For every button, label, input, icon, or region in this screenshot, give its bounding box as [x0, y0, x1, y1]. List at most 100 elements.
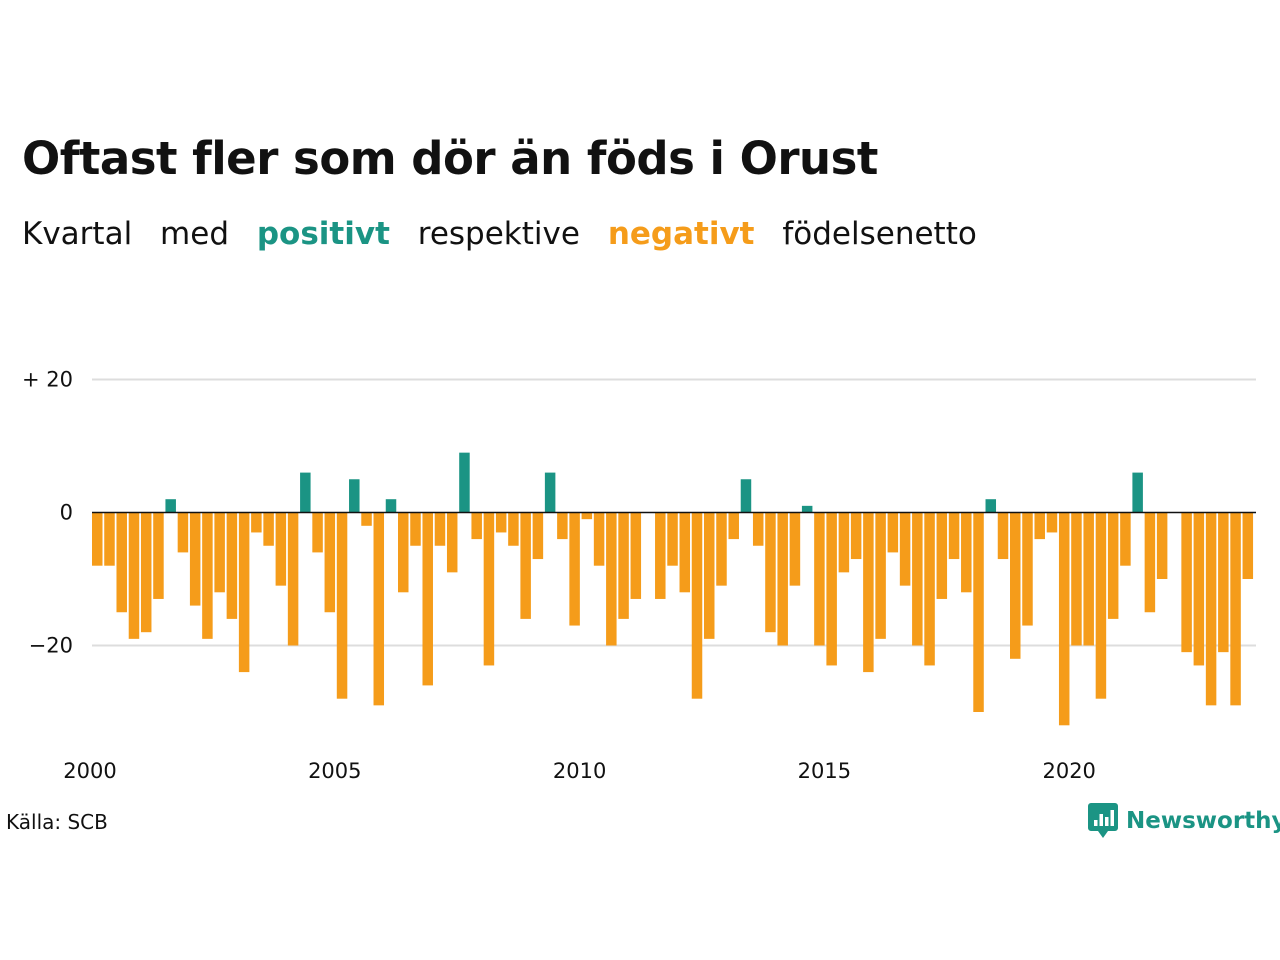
bar-2020-K3	[1095, 512, 1107, 699]
bar-2003-K3	[263, 512, 274, 546]
bar-2003-K4	[275, 512, 287, 586]
bar-2006-K3	[410, 512, 421, 546]
bar-2019-K2	[1034, 512, 1045, 540]
bar-2005-K4	[373, 512, 385, 706]
bar-2016-K3	[899, 512, 911, 586]
bar-2002-K3	[214, 512, 225, 593]
subtitle-negative-label: negativt	[607, 216, 755, 252]
bar-2008-K2	[495, 512, 507, 533]
bar-2010-K2	[593, 512, 605, 566]
x-tick-label: 2020	[1042, 759, 1095, 783]
bar-2021-K3	[1144, 512, 1156, 613]
bar-2014-K1	[777, 512, 788, 646]
bar-2021-K2	[1132, 472, 1143, 513]
y-tick-label: −20	[29, 634, 73, 658]
bar-2007-K1	[434, 512, 446, 546]
bar-2016-K2	[887, 512, 899, 553]
bar-2004-K1	[287, 512, 299, 646]
bar-2008-K4	[520, 512, 531, 619]
subtitle-word-respektive: respektive	[417, 216, 580, 252]
bar-2023-K2	[1230, 512, 1241, 706]
bar-2022-K3	[1193, 512, 1205, 666]
bar-2015-K1	[826, 512, 837, 666]
bar-2007-K4	[471, 512, 482, 540]
bar-2015-K4	[863, 512, 874, 673]
bar-2015-K3	[850, 512, 862, 560]
bar-2012-K2	[691, 512, 703, 699]
chart-subtitle: Kvartal med positivt respektive negativt…	[22, 216, 995, 252]
bar-2012-K4	[716, 512, 727, 586]
bar-2023-K3	[1242, 512, 1254, 579]
bar-2001-K3	[165, 499, 176, 513]
bar-2006-K4	[422, 512, 433, 686]
bar-2011-K4	[667, 512, 678, 566]
subtitle-word-kvartal: Kvartal	[22, 216, 133, 252]
bar-2020-K1	[1071, 512, 1082, 646]
x-tick-label: 2005	[308, 759, 361, 783]
bar-2010-K4	[618, 512, 629, 619]
bar-2001-K2	[153, 512, 164, 599]
bar-2011-K1	[630, 512, 642, 599]
bar-2017-K3	[948, 512, 960, 560]
bar-2000-K1	[92, 512, 103, 566]
bar-2013-K3	[752, 512, 764, 546]
bar-2019-K4	[1058, 512, 1070, 726]
bar-2014-K2	[789, 512, 801, 586]
source-note: Källa: SCB	[6, 810, 108, 834]
bar-2005-K3	[361, 512, 372, 526]
chart-title: Oftast fler som dör än föds i Orust	[22, 132, 878, 185]
bar-2002-K2	[202, 512, 213, 639]
x-tick-label: 2015	[798, 759, 851, 783]
bar-2014-K4	[814, 512, 825, 646]
bar-2016-K1	[875, 512, 886, 639]
bar-2019-K3	[1046, 512, 1058, 533]
bar-2010-K1	[581, 512, 593, 520]
bar-2003-K1	[238, 512, 250, 673]
y-tick-label: + 20	[22, 368, 73, 392]
subtitle-word-med: med	[160, 216, 229, 252]
bar-2012-K3	[704, 512, 715, 639]
y-tick-label: 0	[60, 501, 73, 525]
bar-2011-K3	[655, 512, 666, 599]
bar-2021-K4	[1156, 512, 1168, 579]
bar-2005-K2	[349, 479, 360, 513]
bar-2006-K1	[385, 499, 397, 513]
bar-2005-K1	[336, 512, 348, 699]
bar-2018-K2	[985, 499, 997, 513]
bar-2019-K1	[1022, 512, 1033, 626]
bar-2010-K3	[606, 512, 617, 646]
bar-2007-K2	[446, 512, 458, 573]
bar-2000-K2	[104, 512, 115, 566]
bar-2012-K1	[679, 512, 691, 593]
bar-2008-K3	[508, 512, 519, 546]
bar-2004-K3	[312, 512, 323, 553]
bar-2023-K1	[1218, 512, 1229, 653]
bar-2004-K2	[300, 472, 311, 513]
x-tick-label: 2000	[63, 759, 116, 783]
bar-2015-K2	[838, 512, 850, 573]
bar-2017-K1	[924, 512, 935, 666]
bar-2017-K4	[961, 512, 972, 593]
bar-chart: + 20 0 −20 2000 2005 2010 2015 2020	[22, 368, 1256, 783]
newsworthy-logo-text: Newsworthy	[1126, 808, 1280, 834]
bar-2009-K1	[532, 512, 544, 560]
bar-2017-K2	[936, 512, 948, 599]
bar-2018-K3	[997, 512, 1009, 560]
bar-2004-K4	[324, 512, 336, 613]
bar-2009-K2	[544, 472, 556, 513]
bar-2002-K4	[226, 512, 238, 619]
bar-2022-K2	[1181, 512, 1192, 653]
newsworthy-logo: Newsworthy	[1088, 803, 1280, 839]
bar-2003-K2	[251, 512, 262, 533]
subtitle-positive-label: positivt	[256, 216, 390, 252]
bar-2000-K3	[116, 512, 127, 613]
bar-2013-K4	[765, 512, 776, 633]
bar-2020-K2	[1083, 512, 1094, 646]
bar-2009-K3	[557, 512, 568, 540]
bar-2002-K1	[189, 512, 201, 606]
bar-2018-K4	[1010, 512, 1021, 659]
bar-2001-K1	[140, 512, 152, 633]
bar-2020-K4	[1107, 512, 1119, 619]
newsworthy-logo-icon	[1088, 803, 1118, 838]
bar-2001-K4	[177, 512, 189, 553]
